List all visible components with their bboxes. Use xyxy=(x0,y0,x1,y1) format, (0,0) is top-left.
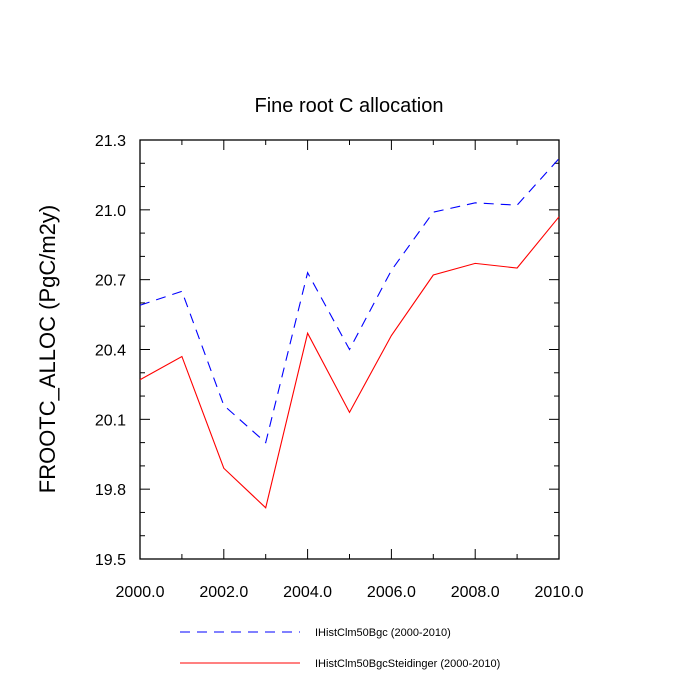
x-tick-label: 2006.0 xyxy=(367,584,416,601)
y-tick-label: 19.8 xyxy=(95,482,126,499)
y-axis-label: FROOTC_ALLOC (PgC/m2y) xyxy=(35,205,60,494)
y-tick-label: 21.0 xyxy=(95,203,126,220)
y-tick-label: 21.3 xyxy=(95,133,126,150)
x-tick-label: 2002.0 xyxy=(199,584,248,601)
plot-area: 2000.0 2002.0 2004.0 2006.0 2008.0 2010.0 19.5… xyxy=(95,133,584,601)
legend-label-2: IHistClm50BgcSteidinger (2000-2010) xyxy=(315,658,500,670)
x-tick-label: 2008.0 xyxy=(451,584,500,601)
x-tick-label: 2000.0 xyxy=(116,584,165,601)
legend: IHistClm50Bgc (2000-2010) IHistClm50BgcSt… xyxy=(180,627,500,670)
x-tick-label: 2004.0 xyxy=(283,584,332,601)
series-line-2 xyxy=(139,216,560,509)
y-tick-label: 20.7 xyxy=(95,273,126,290)
y-tick-label: 20.4 xyxy=(95,343,126,360)
y-tick-label: 20.1 xyxy=(95,412,126,429)
legend-label-1: IHistClm50Bgc (2000-2010) xyxy=(315,627,451,639)
x-tick-label: 2010.0 xyxy=(535,584,584,601)
series-line-1 xyxy=(139,158,560,444)
y-tick-label: 19.5 xyxy=(95,552,126,569)
chart-title: Fine root C allocation xyxy=(255,95,444,117)
